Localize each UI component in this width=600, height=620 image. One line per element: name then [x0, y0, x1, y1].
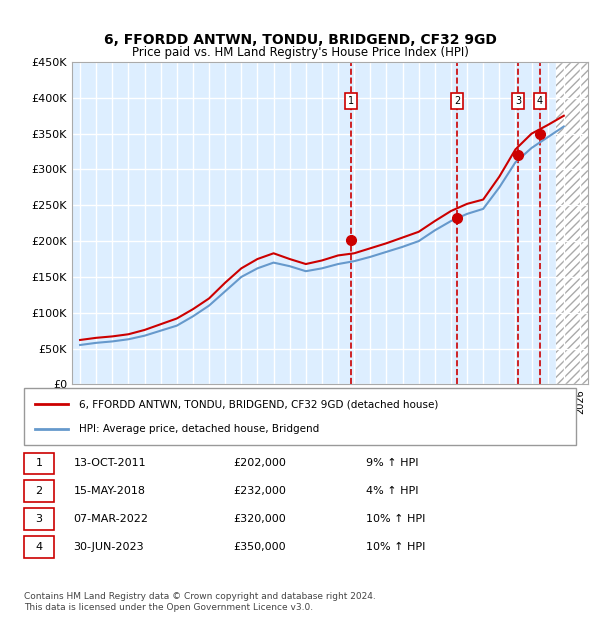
Text: 10% ↑ HPI: 10% ↑ HPI	[366, 542, 425, 552]
Text: 1: 1	[348, 96, 354, 107]
FancyBboxPatch shape	[24, 536, 55, 558]
FancyBboxPatch shape	[24, 480, 55, 502]
Text: 13-OCT-2011: 13-OCT-2011	[74, 458, 146, 468]
Text: 6, FFORDD ANTWN, TONDU, BRIDGEND, CF32 9GD: 6, FFORDD ANTWN, TONDU, BRIDGEND, CF32 9…	[104, 33, 496, 47]
Text: £202,000: £202,000	[234, 458, 287, 468]
Text: 4: 4	[536, 96, 542, 107]
Text: Contains HM Land Registry data © Crown copyright and database right 2024.
This d: Contains HM Land Registry data © Crown c…	[24, 592, 376, 611]
Text: £350,000: £350,000	[234, 542, 286, 552]
Text: 07-MAR-2022: 07-MAR-2022	[74, 514, 149, 524]
Text: 6, FFORDD ANTWN, TONDU, BRIDGEND, CF32 9GD (detached house): 6, FFORDD ANTWN, TONDU, BRIDGEND, CF32 9…	[79, 399, 439, 409]
FancyBboxPatch shape	[24, 388, 576, 445]
FancyBboxPatch shape	[24, 508, 55, 530]
Text: 3: 3	[35, 514, 43, 524]
Text: 3: 3	[515, 96, 521, 107]
Bar	[556, 62, 588, 384]
Text: £232,000: £232,000	[234, 486, 287, 496]
Bar	[556, 62, 588, 384]
Text: £320,000: £320,000	[234, 514, 287, 524]
Text: 9% ↑ HPI: 9% ↑ HPI	[366, 458, 419, 468]
FancyBboxPatch shape	[24, 453, 55, 474]
Text: 4: 4	[35, 542, 43, 552]
Text: 30-JUN-2023: 30-JUN-2023	[74, 542, 145, 552]
Text: Price paid vs. HM Land Registry's House Price Index (HPI): Price paid vs. HM Land Registry's House …	[131, 46, 469, 59]
Text: 2: 2	[35, 486, 43, 496]
Text: 10% ↑ HPI: 10% ↑ HPI	[366, 514, 425, 524]
Text: 4% ↑ HPI: 4% ↑ HPI	[366, 486, 419, 496]
Text: 15-MAY-2018: 15-MAY-2018	[74, 486, 146, 496]
Text: 2: 2	[454, 96, 460, 107]
Text: HPI: Average price, detached house, Bridgend: HPI: Average price, detached house, Brid…	[79, 424, 319, 434]
Text: 1: 1	[35, 458, 43, 468]
